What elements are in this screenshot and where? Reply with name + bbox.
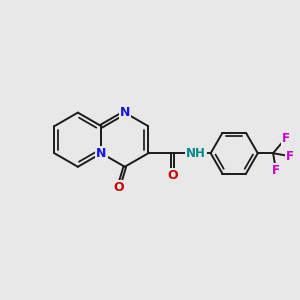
Text: N: N bbox=[96, 147, 106, 160]
Text: F: F bbox=[286, 150, 294, 163]
Text: NH: NH bbox=[186, 147, 206, 160]
Text: O: O bbox=[113, 182, 124, 194]
Text: O: O bbox=[167, 169, 178, 182]
Text: N: N bbox=[120, 106, 130, 119]
Text: F: F bbox=[272, 164, 280, 177]
Text: F: F bbox=[281, 132, 290, 145]
